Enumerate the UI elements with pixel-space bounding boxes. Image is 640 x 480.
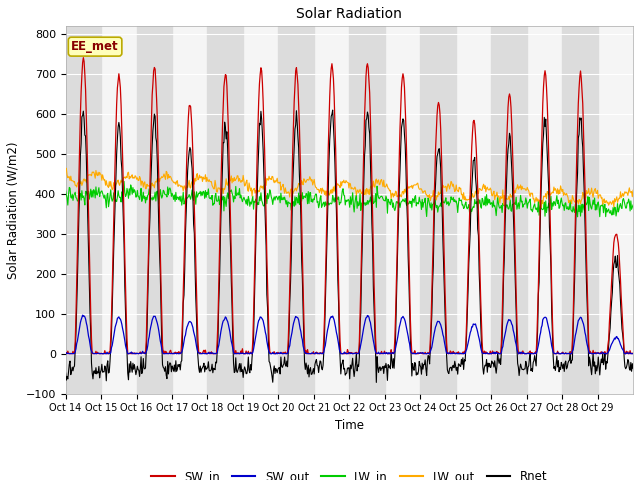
X-axis label: Time: Time <box>335 419 364 432</box>
Y-axis label: Solar Radiation (W/m2): Solar Radiation (W/m2) <box>7 141 20 279</box>
Bar <box>420 26 456 394</box>
Legend: SW_in, SW_out, LW_in, LW_out, Rnet: SW_in, SW_out, LW_in, LW_out, Rnet <box>147 466 552 480</box>
Bar <box>562 26 598 394</box>
Title: Solar Radiation: Solar Radiation <box>296 7 403 21</box>
Bar <box>278 26 314 394</box>
Text: EE_met: EE_met <box>71 40 119 53</box>
Bar <box>65 26 101 394</box>
Bar <box>136 26 172 394</box>
Bar <box>491 26 527 394</box>
Bar <box>349 26 385 394</box>
Bar <box>207 26 243 394</box>
